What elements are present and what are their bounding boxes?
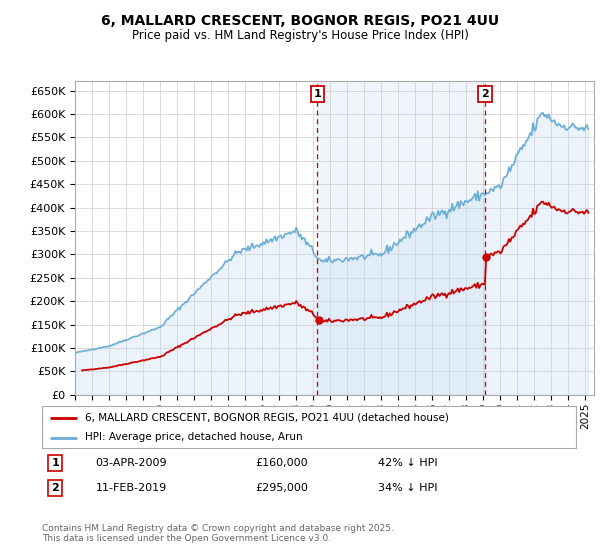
Text: 34% ↓ HPI: 34% ↓ HPI [379, 483, 438, 493]
Text: 6, MALLARD CRESCENT, BOGNOR REGIS, PO21 4UU (detached house): 6, MALLARD CRESCENT, BOGNOR REGIS, PO21 … [85, 413, 449, 423]
Text: 03-APR-2009: 03-APR-2009 [95, 458, 167, 468]
Text: 11-FEB-2019: 11-FEB-2019 [95, 483, 167, 493]
Text: 6, MALLARD CRESCENT, BOGNOR REGIS, PO21 4UU: 6, MALLARD CRESCENT, BOGNOR REGIS, PO21 … [101, 14, 499, 28]
Bar [317, 81, 485, 395]
Text: £295,000: £295,000 [256, 483, 308, 493]
Text: 1: 1 [52, 458, 59, 468]
Text: 2: 2 [52, 483, 59, 493]
Text: 42% ↓ HPI: 42% ↓ HPI [379, 458, 438, 468]
Text: Price paid vs. HM Land Registry's House Price Index (HPI): Price paid vs. HM Land Registry's House … [131, 29, 469, 42]
Text: HPI: Average price, detached house, Arun: HPI: Average price, detached house, Arun [85, 432, 302, 442]
Text: Contains HM Land Registry data © Crown copyright and database right 2025.
This d: Contains HM Land Registry data © Crown c… [42, 524, 394, 543]
Text: £160,000: £160,000 [256, 458, 308, 468]
Text: 2: 2 [481, 89, 489, 99]
Text: 1: 1 [314, 89, 322, 99]
